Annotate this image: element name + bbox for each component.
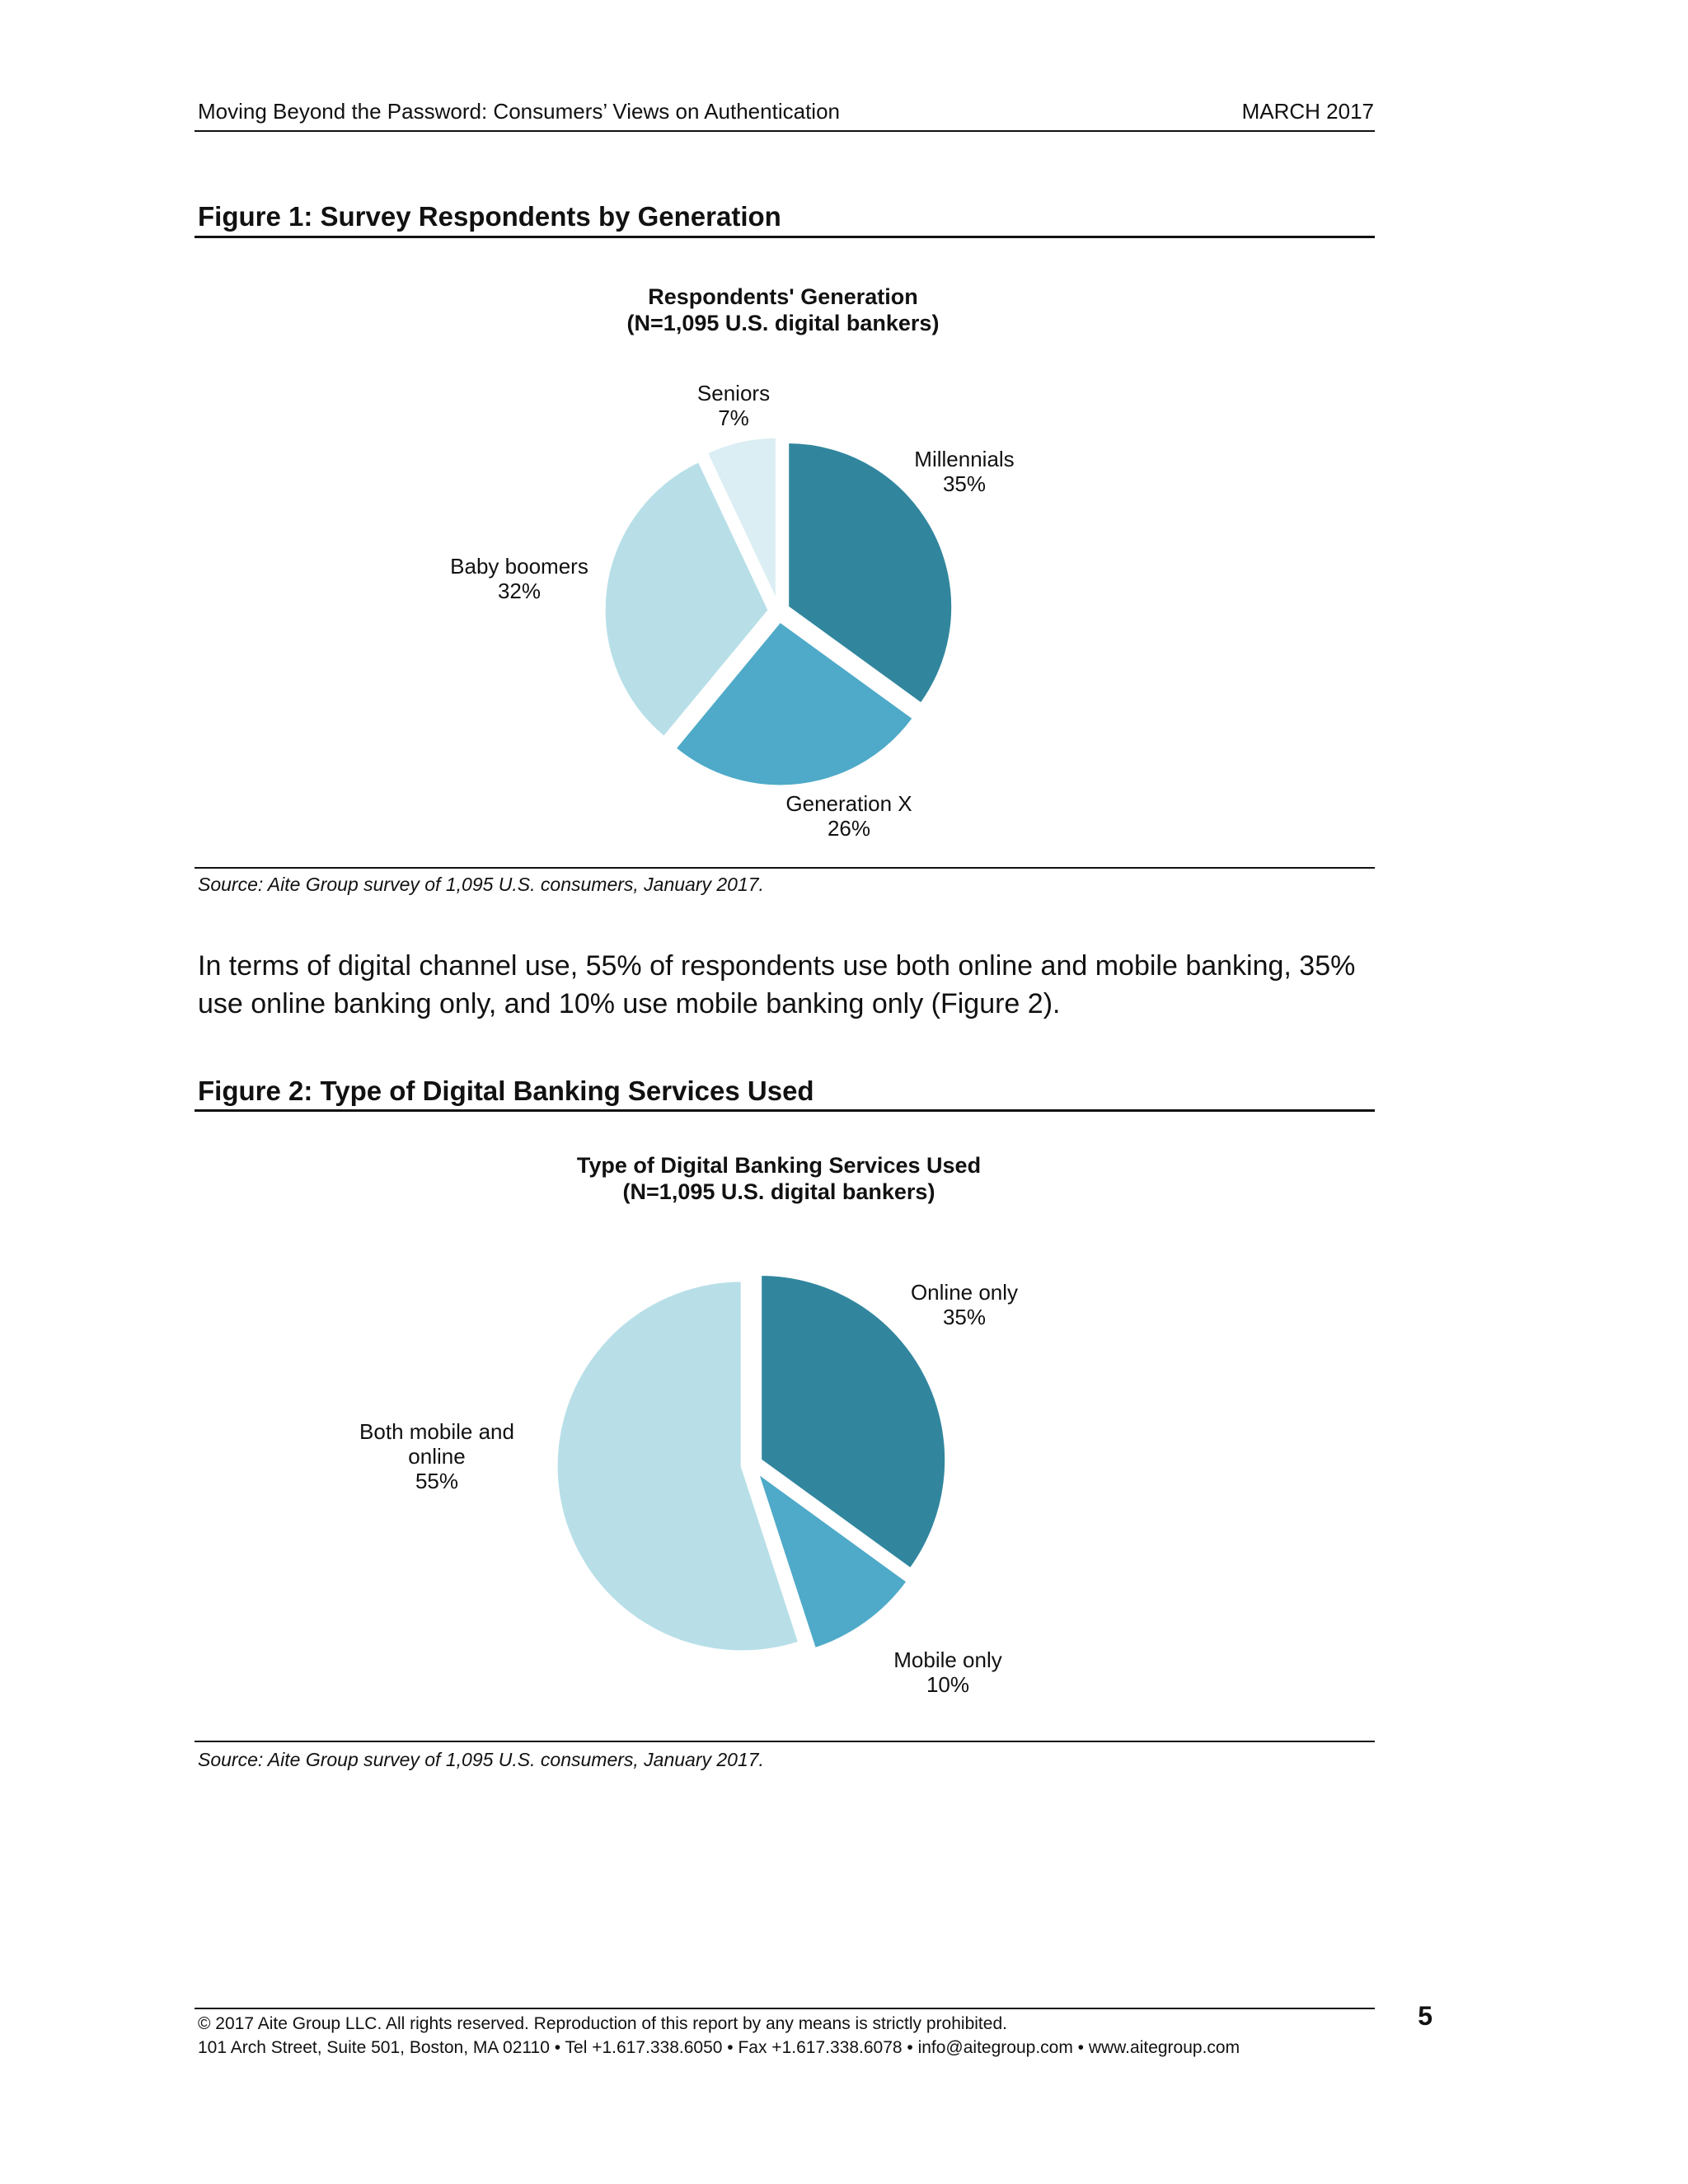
header-rule (195, 130, 1375, 132)
chart2-label-both-name-text: Both mobile and online (359, 1419, 514, 1469)
chart1-label-millennials: Millennials 35% (882, 447, 1047, 496)
chart2-label-online-only-value: 35% (942, 1305, 987, 1329)
figure1-source: Source: Aite Group survey of 1,095 U.S. … (198, 874, 764, 895)
chart1-label-generation-x-name: Generation X (785, 791, 912, 816)
chart1-label-seniors: Seniors 7% (651, 381, 816, 430)
chart1-label-millennials-value: 35% (942, 471, 987, 496)
chart1-label-seniors-name: Seniors (696, 381, 771, 405)
figure1-heading: Figure 1: Survey Respondents by Generati… (198, 201, 781, 232)
chart2-label-both-value: 55% (415, 1469, 459, 1493)
running-header-date: MARCH 2017 (1241, 99, 1374, 124)
chart2-label-mobile-only: Mobile only 10% (857, 1647, 1039, 1697)
chart1-label-generation-x: Generation X 26% (758, 791, 940, 841)
chart2-label-mobile-only-value: 10% (926, 1672, 970, 1697)
chart1-title-block: Respondents' Generation (N=1,095 U.S. di… (577, 284, 989, 336)
chart1-subtitle: (N=1,095 U.S. digital bankers) (626, 311, 940, 335)
chart1-label-millennials-name: Millennials (914, 447, 1015, 471)
figure1-heading-rule (195, 236, 1375, 238)
chart2-slice-online-only (759, 1273, 948, 1571)
body-paragraph: In terms of digital channel use, 55% of … (198, 950, 1356, 1019)
chart2-title-block: Type of Digital Banking Services Used (N… (536, 1152, 1022, 1205)
figure2-heading: Figure 2: Type of Digital Banking Servic… (198, 1076, 814, 1106)
chart2-title: Type of Digital Banking Services Used (576, 1153, 982, 1178)
chart1-label-baby-boomers-value: 32% (497, 579, 542, 603)
chart2-slice-both-mobile-and-online (555, 1279, 801, 1653)
figure1-source-rule (195, 867, 1375, 869)
chart1-slice-seniors (705, 435, 778, 602)
figure2-source-rule (195, 1741, 1375, 1742)
chart1-slice-millennials (786, 441, 954, 706)
chart2-label-both-name: Both mobile and online (346, 1419, 528, 1469)
chart1-label-seniors-value: 7% (718, 405, 749, 430)
chart1-label-baby-boomers-name: Baby boomers (450, 554, 588, 579)
chart1-title: Respondents' Generation (648, 284, 918, 309)
chart1-label-baby-boomers: Baby boomers 32% (429, 554, 610, 603)
footer-address: 101 Arch Street, Suite 501, Boston, MA 0… (198, 2038, 1240, 2057)
figure2-heading-rule (195, 1109, 1375, 1112)
chart2-label-online-only: Online only 35% (882, 1280, 1047, 1329)
chart2-subtitle: (N=1,095 U.S. digital bankers) (622, 1179, 935, 1204)
chart2-label-both: Both mobile and online 55% (346, 1419, 528, 1493)
chart2-slice-mobile-only (755, 1469, 910, 1651)
chart1-slice-generation-x (673, 619, 916, 788)
footer-copyright: © 2017 Aite Group LLC. All rights reserv… (198, 2014, 1007, 2033)
chart2-label-online-only-name: Online only (910, 1280, 1019, 1305)
page-number: 5 (1418, 2001, 1432, 2031)
figure2-source: Source: Aite Group survey of 1,095 U.S. … (198, 1749, 764, 1770)
footer-rule (195, 2008, 1375, 2009)
chart2-label-mobile-only-name: Mobile only (893, 1647, 1002, 1672)
chart1-label-generation-x-value: 26% (827, 816, 871, 841)
running-header-title: Moving Beyond the Password: Consumers’ V… (198, 99, 840, 124)
chart1-slice-baby-boomers (603, 459, 771, 739)
